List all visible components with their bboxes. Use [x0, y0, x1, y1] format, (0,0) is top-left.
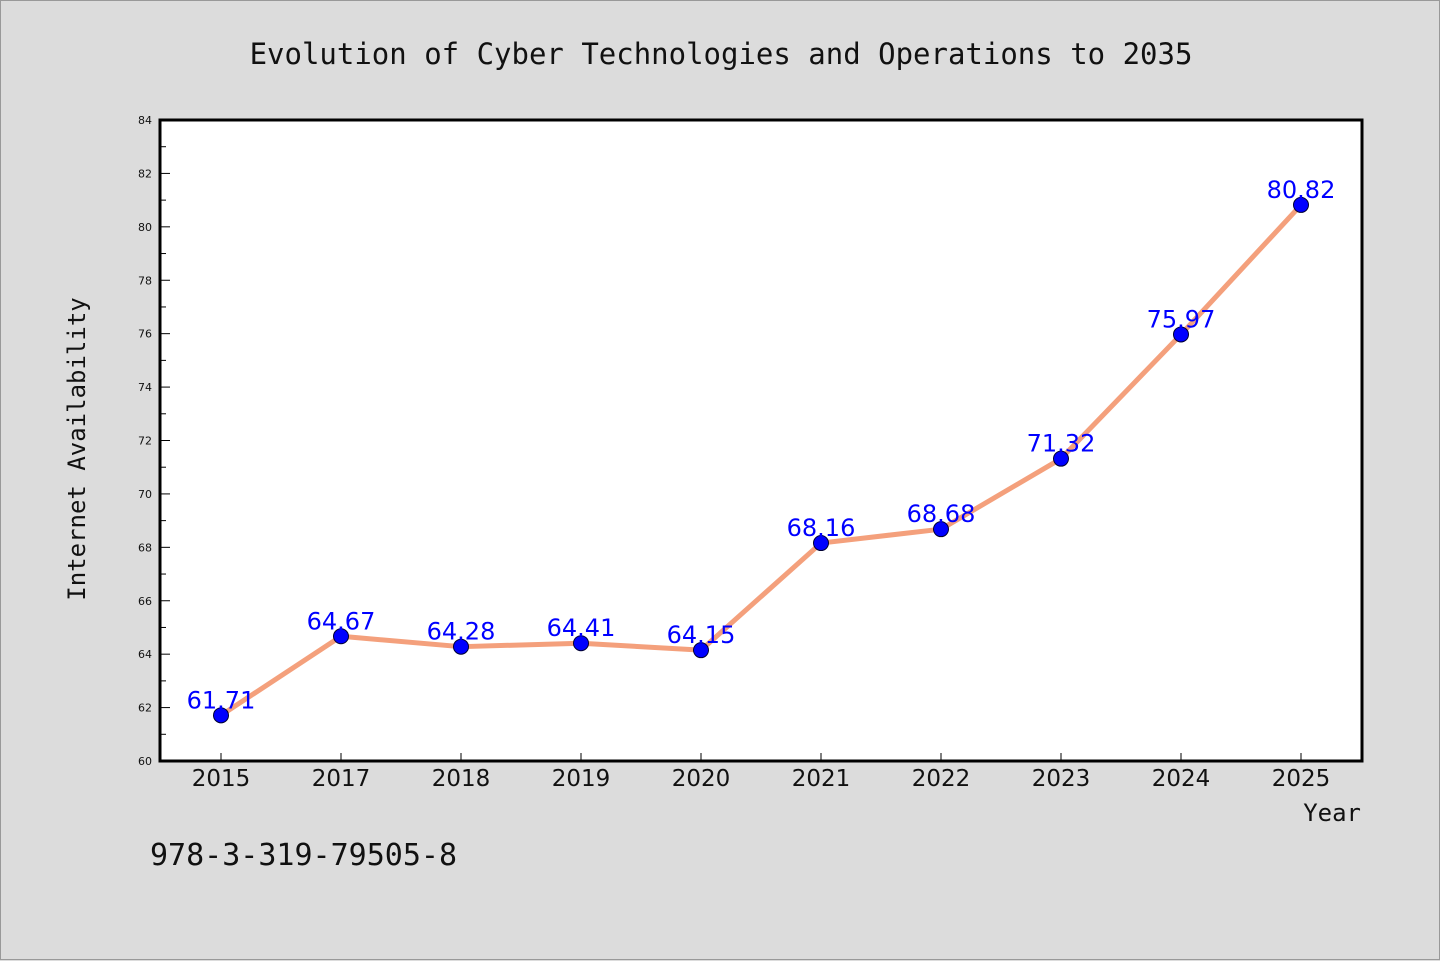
- isbn-footnote: 978-3-319-79505-8: [150, 838, 457, 873]
- x-tick-label: 2022: [912, 766, 971, 792]
- data-label: 64.67: [307, 607, 376, 635]
- x-tick-label: 2023: [1032, 766, 1091, 792]
- series-line: [218, 202, 1304, 718]
- x-axis: 2015 2017 2018 2019 2020 2021 2022 2023 2024 2025: [192, 753, 1331, 792]
- x-tick-label: 2015: [192, 766, 251, 792]
- data-label: 64.15: [667, 621, 736, 649]
- y-tick-label: 82: [138, 167, 152, 180]
- y-tick-label: 72: [138, 435, 152, 448]
- y-tick-label: 78: [138, 274, 152, 287]
- x-tick-label: 2019: [552, 766, 611, 792]
- data-point: [1053, 450, 1069, 467]
- data-label: 75.97: [1147, 305, 1216, 333]
- data-point: [453, 638, 469, 655]
- data-label: 64.28: [427, 618, 496, 646]
- plot-area: [158, 118, 1364, 763]
- data-label: 68.68: [907, 500, 976, 528]
- series-group: [213, 196, 1309, 724]
- data-point: [573, 635, 589, 652]
- data-point: [1293, 196, 1309, 213]
- data-point: [1173, 326, 1189, 343]
- y-tick-label: 84: [138, 114, 152, 127]
- data-label: 80.82: [1267, 176, 1336, 204]
- data-point: [933, 521, 949, 538]
- x-tick-label: 2025: [1272, 766, 1331, 792]
- y-tick-label: 76: [138, 328, 152, 341]
- y-tick-label: 62: [138, 702, 152, 715]
- data-point: [333, 628, 349, 645]
- y-axis-label: Internet Availability: [63, 297, 91, 600]
- data-label: 61.71: [187, 686, 256, 714]
- chart-title: Evolution of Cyber Technologies and Oper…: [250, 37, 1193, 71]
- x-tick-label: 2018: [432, 766, 491, 792]
- data-label: 68.16: [787, 514, 856, 542]
- y-tick-label: 64: [138, 648, 152, 661]
- data-point: [813, 535, 829, 552]
- y-tick-label: 60: [138, 755, 152, 768]
- y-tick-label: 68: [138, 541, 152, 554]
- data-label: 64.41: [547, 614, 616, 642]
- y-tick-label: 74: [138, 381, 152, 394]
- data-label: 71.32: [1027, 430, 1096, 458]
- data-point: [693, 642, 709, 659]
- data-label-group: 61.71 64.67 64.28 64.41 64.15 68.16 68.68 71.32…: [187, 176, 1336, 714]
- x-tick-label: 2021: [792, 766, 851, 792]
- x-tick-label: 2017: [312, 766, 371, 792]
- y-axis: 60 62 64 66 68 70 72 74 76 78 80 82 84: [138, 114, 170, 768]
- data-point: [213, 707, 229, 724]
- x-axis-label: Year: [1303, 799, 1361, 827]
- y-tick-label: 66: [138, 595, 152, 608]
- x-tick-label: 2020: [672, 766, 731, 792]
- x-tick-label: 2024: [1152, 766, 1211, 792]
- y-tick-label: 70: [138, 488, 152, 501]
- y-tick-label: 80: [138, 221, 152, 234]
